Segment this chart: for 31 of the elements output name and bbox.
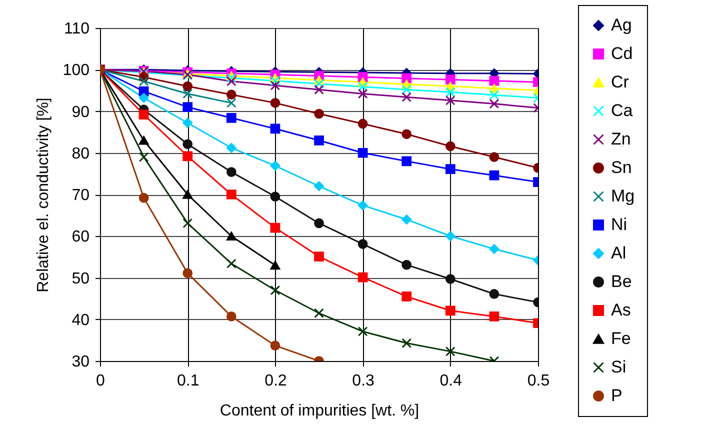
- x-tick-label: 0.4: [440, 372, 462, 390]
- legend-label: P: [611, 386, 622, 405]
- y-tick-label: 40: [72, 312, 90, 329]
- y-tick-label: 100: [62, 62, 90, 80]
- legend-label: Ni: [611, 215, 628, 234]
- legend-label: Cd: [611, 44, 633, 63]
- legend-label: Be: [611, 272, 632, 291]
- y-tick-label: 70: [72, 187, 90, 204]
- x-tick-label: 0.3: [352, 372, 375, 390]
- y-tick-label: 60: [72, 228, 90, 246]
- legend-label: Ag: [611, 16, 632, 34]
- legend-label: As: [611, 300, 631, 320]
- legend-label: Al: [611, 244, 626, 262]
- y-axis-title: Relative el. conductivity [%]: [34, 98, 52, 292]
- x-tick-label: 0.1: [176, 372, 200, 390]
- legend-label: Ca: [611, 101, 634, 120]
- y-tick-label: 30: [72, 354, 90, 370]
- legend-label: Fe: [611, 329, 631, 348]
- y-tick-label: 110: [64, 20, 90, 38]
- x-tick-label: 0: [96, 372, 106, 390]
- x-axis-title: Content of impurities [wt. %]: [220, 402, 420, 420]
- legend-label: Zn: [611, 130, 631, 148]
- legend-label: Cr: [611, 72, 630, 92]
- legend-label: Si: [611, 358, 626, 376]
- x-tick-label: 0.2: [264, 372, 287, 390]
- y-tick-label: 90: [72, 104, 90, 121]
- y-tick-label: 80: [72, 145, 90, 162]
- y-tick-label: 50: [72, 270, 90, 288]
- x-tick-label: 0.5: [527, 372, 550, 390]
- legend-label: Mg: [611, 186, 635, 206]
- legend-label: Sn: [611, 158, 632, 177]
